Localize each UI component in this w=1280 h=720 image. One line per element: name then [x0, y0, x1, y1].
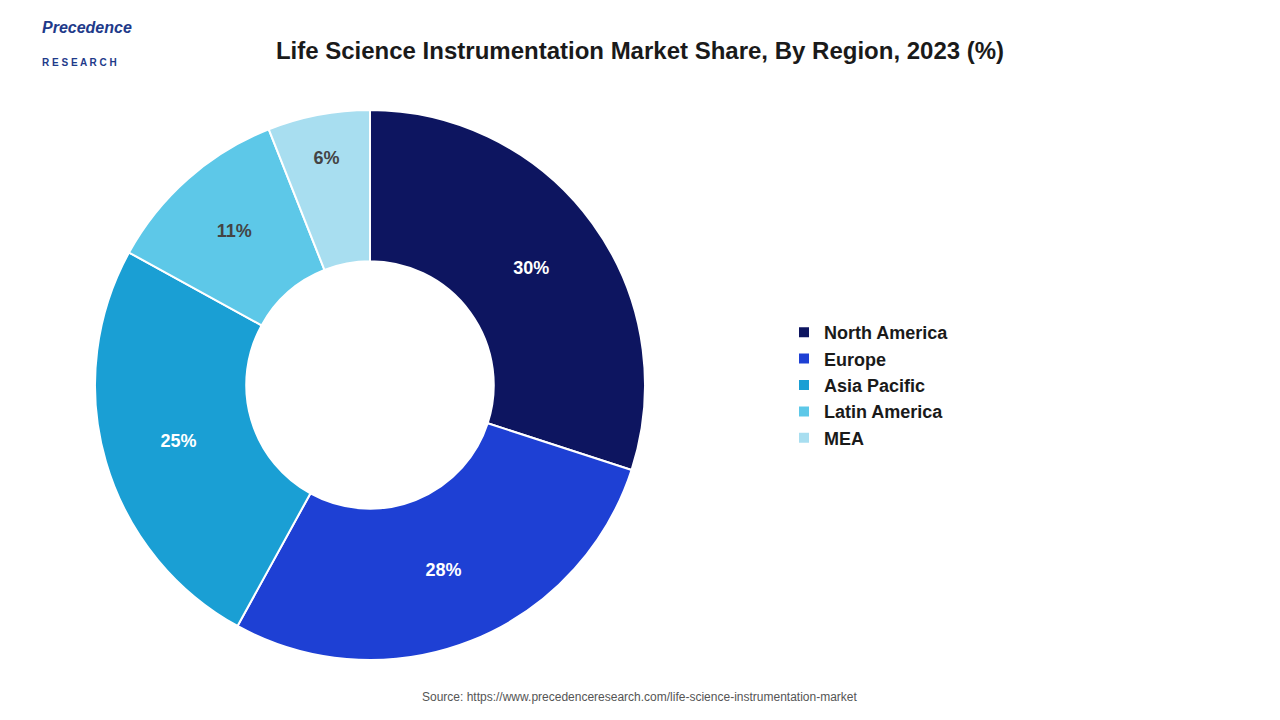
- svg-text:6%: 6%: [314, 148, 340, 168]
- svg-text:MEA: MEA: [824, 429, 864, 449]
- svg-text:28%: 28%: [425, 560, 461, 580]
- svg-text:North America: North America: [824, 323, 948, 343]
- svg-text:11%: 11%: [217, 221, 252, 241]
- svg-text:25%: 25%: [161, 431, 197, 451]
- svg-text:Asia Pacific: Asia Pacific: [824, 376, 925, 396]
- svg-text:Latin America: Latin America: [824, 402, 943, 422]
- svg-text:Source: https://www.precedence: Source: https://www.precedenceresearch.c…: [422, 690, 858, 704]
- svg-text:Life Science Instrumentation M: Life Science Instrumentation Market Shar…: [276, 37, 1004, 64]
- svg-text:30%: 30%: [513, 258, 549, 278]
- svg-text:Europe: Europe: [824, 350, 886, 370]
- svg-text:Precedence: Precedence: [42, 19, 132, 36]
- svg-text:R E S E A R C H: R E S E A R C H: [42, 57, 117, 68]
